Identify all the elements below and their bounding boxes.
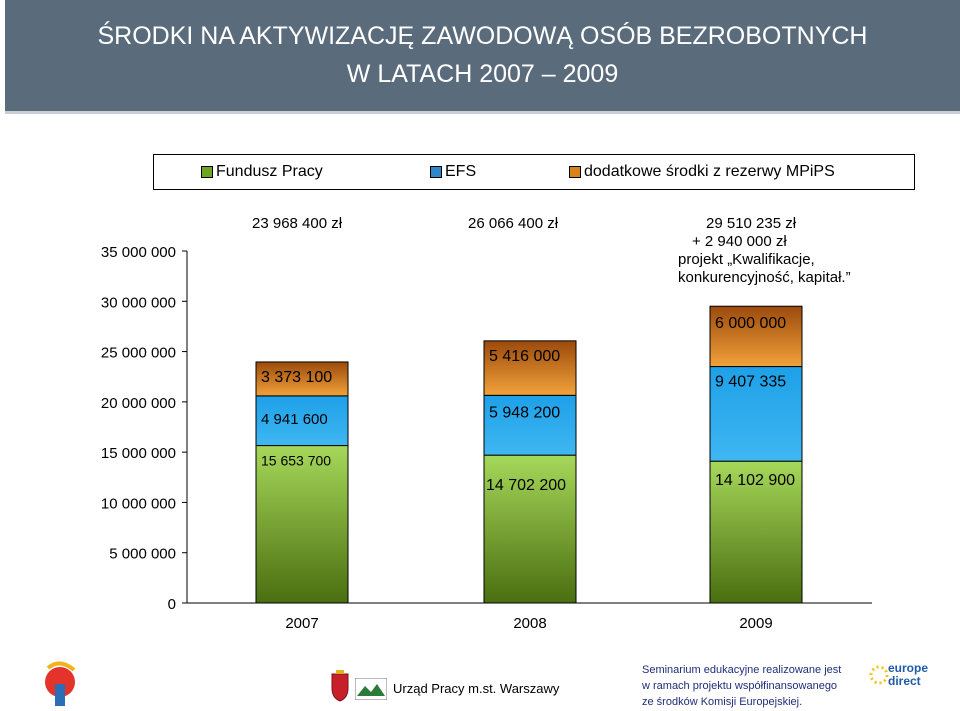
- data-label: 14 702 200: [486, 477, 566, 494]
- data-label: 3 373 100: [261, 369, 332, 386]
- y-tick-label: 25 000 000: [101, 345, 176, 362]
- data-label: 4 941 600: [261, 411, 328, 428]
- bar-2008-series-1: [483, 394, 577, 456]
- x-tick-label: 2007: [285, 615, 318, 632]
- y-tick-label: 30 000 000: [101, 294, 176, 311]
- legend-swatch-rezerwa: [569, 166, 581, 178]
- page-subtitle: W LATACH 2007 – 2009: [346, 60, 619, 88]
- data-label: 6 000 000: [715, 315, 786, 332]
- bar-2007-series-0: [255, 445, 349, 604]
- legend-swatch-fundusz: [201, 166, 213, 178]
- seminar-line-2: w ramach projektu współfinansowanego: [642, 680, 838, 692]
- y-tick-label: 10 000 000: [101, 495, 176, 512]
- data-label: 15 653 700: [261, 453, 331, 469]
- seminar-note: Seminarium edukacyjne realizowane jest w…: [642, 662, 862, 710]
- legend-label-rezerwa: dodatkowe środki z rezerwy MPiPS: [584, 163, 835, 180]
- annotation-2009-line: + 2 940 000 zł: [692, 233, 787, 250]
- office-name: Urząd Pracy m.st. Warszawy: [393, 681, 560, 696]
- bar-2009-series-1: [709, 366, 803, 462]
- europe-direct-logo: europe direct: [868, 656, 928, 704]
- legend-swatch-efs: [430, 166, 442, 178]
- eu-stars-icon: [869, 665, 889, 685]
- y-tick-label: 0: [168, 596, 176, 613]
- y-tick-label: 20 000 000: [101, 395, 176, 412]
- seminar-line-3: ze środków Komisji Europejskiej.: [642, 696, 803, 708]
- chart-legend: Fundusz Pracy EFS dodatkowe środki z rez…: [153, 154, 915, 190]
- data-label: 5 416 000: [489, 348, 560, 365]
- regional-logo-icon: [355, 678, 387, 700]
- data-label: 9 407 335: [715, 374, 786, 391]
- title-banner: ŚRODKI NA AKTYWIZACJĘ ZAWODOWĄ OSÓB BEZR…: [5, 0, 960, 114]
- y-tick-label: 15 000 000: [101, 445, 176, 462]
- total-label-2007: 23 968 400 zł: [252, 215, 343, 232]
- total-label-2008: 26 066 400 zł: [468, 215, 559, 232]
- warsaw-coat-of-arms-icon: [331, 670, 349, 702]
- page-title: ŚRODKI NA AKTYWIZACJĘ ZAWODOWĄ OSÓB BEZR…: [97, 22, 868, 50]
- data-label: 14 102 900: [715, 472, 795, 489]
- x-tick-label: 2008: [513, 615, 546, 632]
- y-tick-label: 35 000 000: [101, 244, 176, 261]
- data-label: 5 948 200: [489, 404, 560, 421]
- labour-office-logo: [45, 661, 76, 706]
- x-tick-label: 2009: [739, 615, 772, 632]
- bar-2007-series-1: [255, 395, 349, 447]
- bar-2007-series-2: [255, 361, 349, 397]
- annotation-2009-line: konkurencyjność, kapitał.”: [678, 269, 851, 286]
- y-tick-label: 5 000 000: [109, 546, 176, 563]
- bar-2008-series-2: [483, 340, 577, 396]
- bar-2009-series-0: [709, 460, 803, 604]
- bar-2009-series-2: [709, 305, 803, 368]
- annotation-2009-line: projekt „Kwalifikacje,: [678, 251, 815, 268]
- legend-label-efs: EFS: [445, 163, 477, 180]
- legend-label-fundusz: Fundusz Pracy: [216, 163, 323, 180]
- total-label-2009: 29 510 235 zł: [706, 215, 797, 232]
- europe-direct-label: europe direct: [888, 661, 929, 688]
- seminar-line-1: Seminarium edukacyjne realizowane jest: [642, 664, 842, 676]
- bar-2008-series-0: [483, 454, 577, 604]
